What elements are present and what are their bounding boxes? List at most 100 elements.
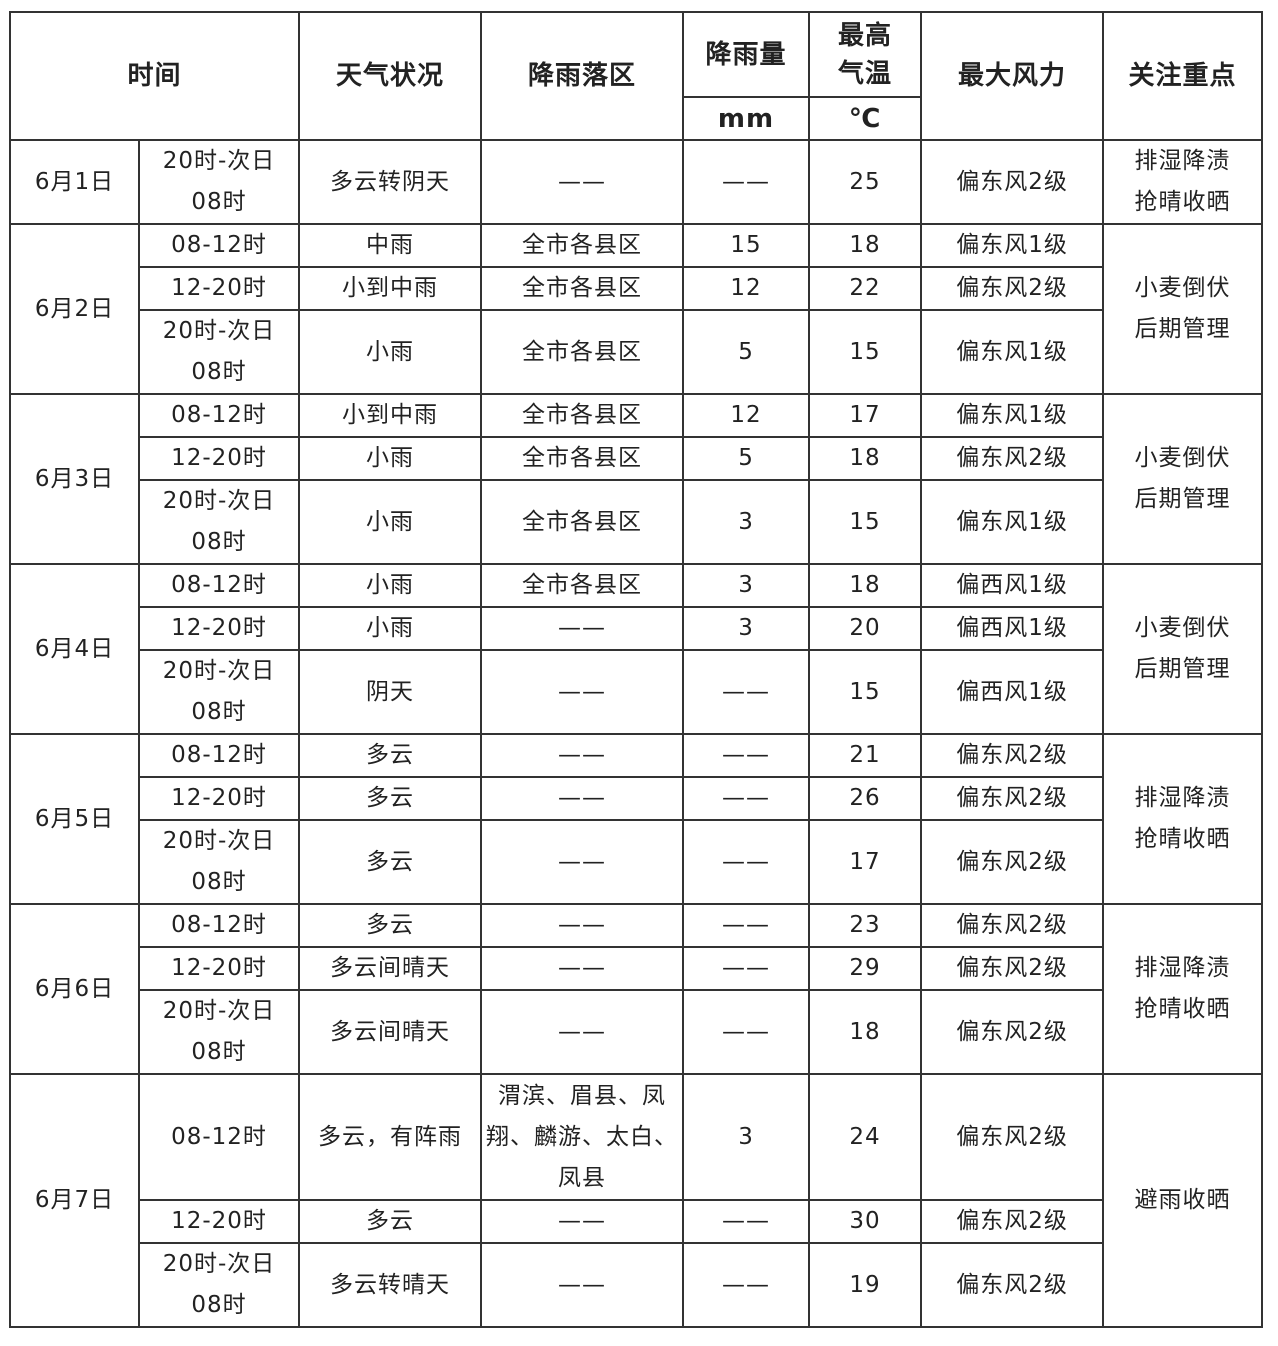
table-row: 20时-次日 08时 小雨 全市各县区 5 15 偏东风1级 xyxy=(10,309,1262,395)
table-row: 6月5日 08-12时 多云 —— —— 21 偏东风2级 排湿降渍 抢晴收晒 xyxy=(9,733,1264,905)
temp-cell: 26 xyxy=(808,776,923,821)
table-row: 20时-次日 08时 阴天 —— —— 15 偏西风1级 xyxy=(10,649,1262,735)
weather-cell: 多云，有阵雨 xyxy=(298,1073,483,1201)
unit-cell: mm xyxy=(682,96,811,141)
temp-cell: 29 xyxy=(808,946,923,991)
table-row: 20时-次日 08时 多云转晴天 —— —— 19 偏东风2级 xyxy=(10,1242,1262,1328)
time-cell: 08-12时 xyxy=(137,733,301,778)
area-cell: 全市各县区 xyxy=(480,436,685,481)
time-cell: 08-12时 xyxy=(137,1073,301,1201)
wind-cell: 偏东风1级 xyxy=(920,393,1105,438)
time-cell: 20时-次日 08时 xyxy=(137,139,301,225)
forecast-table: 时间 天气状况 降雨落区 降雨量 最高 气温 最大风力 关注重点 mm ℃ 6月1日 20时-次日 … xyxy=(8,11,1264,1328)
date-cell: 6月3日 xyxy=(9,393,140,565)
date-cell: 6月6日 xyxy=(9,903,140,1075)
area-cell: 全市各县区 xyxy=(480,563,685,608)
weather-cell: 多云 xyxy=(298,1199,483,1244)
weather-cell: 多云转阴天 xyxy=(298,139,483,225)
time-cell: 08-12时 xyxy=(137,223,301,268)
area-cell: —— xyxy=(480,606,685,651)
area-cell: —— xyxy=(480,946,685,991)
time-cell: 08-12时 xyxy=(137,563,301,608)
rain-cell: 3 xyxy=(682,606,811,651)
rain-cell: 3 xyxy=(682,563,811,608)
temp-cell: 18 xyxy=(808,563,923,608)
area-cell: 渭滨、眉县、凤 翔、麟游、太白、 凤县 xyxy=(480,1073,685,1201)
temp-cell: 25 xyxy=(808,139,923,225)
wind-cell: 偏东风2级 xyxy=(920,1199,1105,1244)
header-cell: 天气状况 xyxy=(298,11,483,141)
rain-cell: 12 xyxy=(682,266,811,311)
focus-cell: 小麦倒伏 后期管理 xyxy=(1102,223,1264,395)
header-cell: 最高 气温 xyxy=(808,11,923,98)
table-row: 12-20时 多云 —— —— 30 偏东风2级 xyxy=(10,1199,1262,1244)
area-cell: —— xyxy=(480,776,685,821)
weather-cell: 小雨 xyxy=(298,479,483,565)
time-cell: 20时-次日 08时 xyxy=(137,479,301,565)
table-row: 20时-次日 08时 多云 —— —— 17 偏东风2级 xyxy=(10,819,1262,905)
area-cell: —— xyxy=(480,1199,685,1244)
temp-cell: 18 xyxy=(808,436,923,481)
time-cell: 08-12时 xyxy=(137,393,301,438)
temp-cell: 30 xyxy=(808,1199,923,1244)
weather-cell: 多云 xyxy=(298,776,483,821)
temp-cell: 18 xyxy=(808,223,923,268)
wind-cell: 偏东风1级 xyxy=(920,479,1105,565)
wind-cell: 偏东风2级 xyxy=(920,266,1105,311)
focus-cell: 小麦倒伏 后期管理 xyxy=(1102,563,1264,735)
area-cell: 全市各县区 xyxy=(480,223,685,268)
area-cell: —— xyxy=(480,733,685,778)
rain-cell: —— xyxy=(682,1199,811,1244)
wind-cell: 偏东风2级 xyxy=(920,946,1105,991)
temp-cell: 19 xyxy=(808,1242,923,1328)
weather-cell: 阴天 xyxy=(298,649,483,735)
area-cell: 全市各县区 xyxy=(480,266,685,311)
temp-cell: 17 xyxy=(808,393,923,438)
temp-cell: 17 xyxy=(808,819,923,905)
wind-cell: 偏东风2级 xyxy=(920,776,1105,821)
focus-cell: 避雨收晒 xyxy=(1102,1073,1264,1328)
table-row: 6月6日 08-12时 多云 —— —— 23 偏东风2级 排湿降渍 抢晴收晒 xyxy=(9,903,1264,1075)
table-row: 6月1日 20时-次日 08时 多云转阴天 —— —— 25 偏东风2级 排湿降渍 抢晴收晒 xyxy=(9,139,1264,225)
header-cell: 关注重点 xyxy=(1102,11,1264,141)
date-cell: 6月2日 xyxy=(9,223,140,395)
rain-cell: —— xyxy=(682,903,811,948)
temp-cell: 15 xyxy=(808,479,923,565)
focus-cell: 小麦倒伏 后期管理 xyxy=(1102,393,1264,565)
weather-cell: 小雨 xyxy=(298,606,483,651)
time-cell: 12-20时 xyxy=(137,436,301,481)
unit-cell: ℃ xyxy=(808,96,923,141)
weather-cell: 多云 xyxy=(298,903,483,948)
time-cell: 20时-次日 08时 xyxy=(137,1242,301,1328)
rain-cell: —— xyxy=(682,776,811,821)
area-cell: 全市各县区 xyxy=(480,393,685,438)
time-cell: 20时-次日 08时 xyxy=(137,989,301,1075)
area-cell: —— xyxy=(480,989,685,1075)
table-row: 6月4日 08-12时 小雨 全市各县区 3 18 偏西风1级 小麦倒伏 后期管理 xyxy=(9,563,1264,735)
table-row: 12-20时 多云 —— —— 26 偏东风2级 xyxy=(10,776,1262,821)
rain-cell: —— xyxy=(682,946,811,991)
weather-cell: 小到中雨 xyxy=(298,266,483,311)
temp-cell: 15 xyxy=(808,309,923,395)
area-cell: —— xyxy=(480,1242,685,1328)
time-cell: 12-20时 xyxy=(137,606,301,651)
rain-cell: 5 xyxy=(682,309,811,395)
table-row: 12-20时 小雨 —— 3 20 偏西风1级 xyxy=(10,606,1262,651)
focus-cell: 排湿降渍 抢晴收晒 xyxy=(1102,903,1264,1075)
weather-cell: 多云间晴天 xyxy=(298,989,483,1075)
area-cell: —— xyxy=(480,139,685,225)
weather-cell: 多云间晴天 xyxy=(298,946,483,991)
time-cell: 12-20时 xyxy=(137,266,301,311)
header-cell: 最大风力 xyxy=(920,11,1105,141)
wind-cell: 偏东风2级 xyxy=(920,139,1105,225)
table-row: 6月7日 08-12时 多云，有阵雨 渭滨、眉县、凤 翔、麟游、太白、 凤县 3 24 偏东… xyxy=(9,1073,1264,1328)
wind-cell: 偏西风1级 xyxy=(920,563,1105,608)
temp-cell: 21 xyxy=(808,733,923,778)
weather-cell: 小雨 xyxy=(298,563,483,608)
weather-cell: 小到中雨 xyxy=(298,393,483,438)
wind-cell: 偏东风2级 xyxy=(920,1073,1105,1201)
temp-cell: 22 xyxy=(808,266,923,311)
header-cell: 降雨落区 xyxy=(480,11,685,141)
table-row: 6月2日 08-12时 中雨 全市各县区 15 18 偏东风1级 小麦倒伏 后期管理 xyxy=(9,223,1264,395)
rain-cell: 3 xyxy=(682,479,811,565)
